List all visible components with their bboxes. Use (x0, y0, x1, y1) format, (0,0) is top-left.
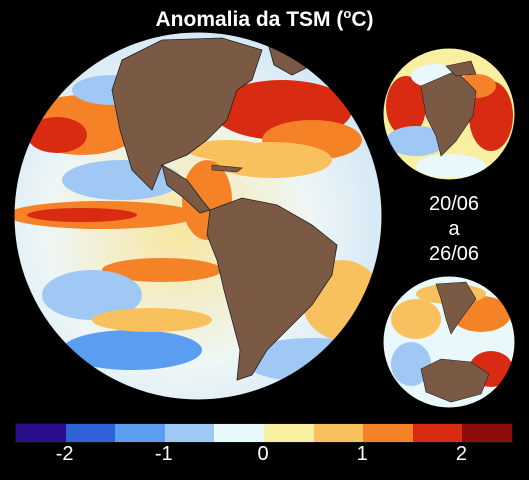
colorbar-tick-label: -2 (55, 443, 74, 465)
colorbar-swatch (16, 424, 66, 442)
period-start: 20/06 (428, 193, 480, 215)
small-globe-north (382, 47, 516, 181)
main-globe-americas (13, 31, 383, 401)
map-title: Anomalia da TSM (oC) (155, 6, 374, 31)
colorbar-swatch (412, 424, 463, 442)
colorbar-swatch (313, 424, 364, 442)
colorbar-swatch (363, 424, 413, 442)
colorbar-swatch (115, 424, 165, 442)
colorbar-tick-label: 2 (455, 443, 467, 465)
colorbar-tick-label: -1 (154, 443, 173, 465)
colorbar-swatch (263, 424, 314, 442)
colorbar-swatch (462, 424, 512, 442)
colorbar-swatch (164, 424, 215, 442)
colorbar-tick-label: 1 (356, 443, 368, 465)
colorbar (15, 423, 513, 443)
period-sep: a (448, 218, 460, 240)
colorbar-swatch (214, 424, 264, 442)
colorbar-swatch (65, 424, 116, 442)
period-end: 26/06 (428, 243, 480, 265)
colorbar-ticks: -2 -1 0 1 2 (15, 441, 511, 476)
small-globe-south (382, 275, 516, 409)
colorbar-tick-label: 0 (257, 443, 269, 465)
period-label: 20/06 a 26/06 (395, 192, 513, 267)
